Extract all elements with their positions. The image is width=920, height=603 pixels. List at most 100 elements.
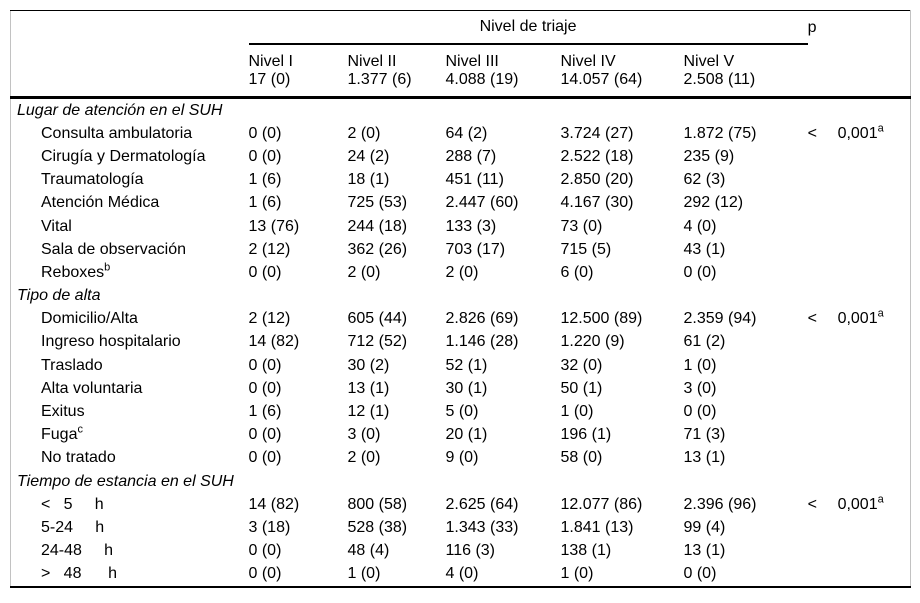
value-cell: 13 (1)	[347, 379, 390, 397]
value-cell: 0 (0)	[248, 449, 282, 467]
row-label-text: Cirugía y Dermatología	[41, 147, 206, 165]
value-cell: 451 (11)	[445, 171, 504, 189]
value-cell: 32 (0)	[560, 356, 603, 374]
data-row: < 5 h 14 (82) 800 (58) 2.625 (64) 12.077 (86…	[11, 493, 911, 516]
row-label-cell: Traumatología	[11, 169, 249, 192]
value-cell: 2.522 (18)	[560, 147, 634, 165]
value-cell: 3 (18)	[248, 518, 291, 536]
value-cell: 0 (0)	[248, 356, 282, 374]
level-column-header: Nivel IV 14.057 (64)	[560, 44, 684, 99]
p-sign-cell	[808, 354, 838, 377]
row-label-text: 5-24 h	[41, 518, 105, 536]
value-cell: 605 (44)	[347, 310, 408, 328]
section-title: Tipo de alta	[17, 287, 101, 305]
value-cell: 3.724 (27)	[560, 124, 634, 142]
value-cell: 62 (3)	[683, 171, 726, 189]
row-label-cell: Traslado	[11, 354, 249, 377]
p-sign-cell	[808, 424, 838, 447]
value-cell: 48 (4)	[347, 542, 390, 560]
value-cell: 133 (3)	[445, 217, 497, 235]
row-label-cell: Domicilio/Alta	[11, 308, 249, 331]
value-cell: 2.447 (60)	[445, 194, 519, 212]
value-cell: 2.625 (64)	[445, 495, 519, 513]
row-label-text: 24-48 h	[41, 542, 114, 560]
data-row: Exitus 1 (6) 12 (1) 5 (0) 1 (0) 0 (0)	[11, 400, 911, 423]
row-label-cell: < 5 h	[11, 493, 249, 516]
data-row: No tratado 0 (0) 2 (0) 9 (0) 58 (0) 13 (1)	[11, 447, 911, 470]
value-cell: 2 (0)	[347, 449, 381, 467]
value-cell: 52 (1)	[445, 356, 488, 374]
value-cell: 2 (12)	[248, 310, 291, 328]
row-label-cell: No tratado	[11, 447, 249, 470]
row-label-text: Domicilio/Alta	[41, 310, 138, 328]
value-cell: 288 (7)	[445, 147, 497, 165]
value-cell: 235 (9)	[683, 147, 735, 165]
level-total: 4.088 (19)	[445, 70, 519, 88]
value-cell: 703 (17)	[445, 240, 506, 258]
value-cell: 58 (0)	[560, 449, 603, 467]
p-sign-cell	[808, 192, 838, 215]
row-label-text: Sala de observación	[41, 240, 186, 258]
row-label-text: Consulta ambulatoria	[41, 124, 193, 142]
value-cell: 99 (4)	[683, 518, 726, 536]
footnote-marker: a	[877, 493, 884, 506]
level-column-header: Nivel I 17 (0)	[248, 44, 348, 99]
value-cell: 4 (0)	[445, 565, 479, 583]
p-sign-cell	[808, 377, 838, 400]
p-sign-cell	[808, 215, 838, 238]
value-cell: 12.500 (89)	[560, 310, 643, 328]
value-cell: 800 (58)	[347, 495, 408, 513]
value-cell: 0 (0)	[248, 379, 282, 397]
row-label-text: Traumatología	[41, 171, 144, 189]
value-cell: 0 (0)	[683, 263, 717, 281]
p-sign-cell	[808, 563, 838, 587]
data-row: Traumatología 1 (6) 18 (1) 451 (11) 2.850 (2…	[11, 169, 911, 192]
value-cell: 244 (18)	[347, 217, 408, 235]
row-label-text: Alta voluntaria	[41, 379, 143, 397]
value-cell: 2 (0)	[347, 124, 381, 142]
level-total: 1.377 (6)	[347, 70, 412, 88]
value-cell: 196 (1)	[560, 426, 612, 444]
value-cell: 24 (2)	[347, 147, 390, 165]
row-label-cell: Sala de observación	[11, 238, 249, 261]
group-header-cell: Nivel de triaje	[248, 10, 808, 45]
p-sign-cell: <	[807, 495, 817, 513]
row-label-cell: Vital	[11, 215, 249, 238]
row-label-cell: Consulta ambulatoria	[11, 122, 249, 145]
value-cell: 1 (6)	[248, 171, 282, 189]
value-cell: 2.396 (96)	[683, 495, 757, 513]
row-label-text: Ingreso hospitalario	[41, 333, 181, 351]
value-cell: 43 (1)	[683, 240, 726, 258]
section-title: Tiempo de estancia en el SUH	[17, 472, 234, 490]
row-label-text: No tratado	[41, 449, 116, 467]
value-cell: 2 (0)	[445, 263, 479, 281]
p-value-text: 0,001	[837, 124, 878, 142]
value-cell: 362 (26)	[347, 240, 408, 258]
value-cell: 138 (1)	[560, 542, 612, 560]
row-label-cell: Exitus	[11, 400, 249, 423]
p-value-cell	[838, 215, 911, 238]
data-row: Fugac 0 (0) 3 (0) 20 (1) 196 (1) 71 (3)	[11, 424, 911, 447]
row-label-cell: 5-24 h	[11, 516, 249, 539]
data-row: Vital 13 (76) 244 (18) 133 (3) 73 (0) 4 (0)	[11, 215, 911, 238]
value-cell: 14 (82)	[248, 495, 300, 513]
p-sign-cell	[808, 169, 838, 192]
data-row: Cirugía y Dermatología 0 (0) 24 (2) 288 (7)…	[11, 145, 911, 168]
value-cell: 1 (6)	[248, 403, 282, 421]
value-cell: 71 (3)	[683, 426, 726, 444]
value-cell: 12 (1)	[347, 403, 390, 421]
p-value-cell	[838, 424, 911, 447]
value-cell: 3 (0)	[683, 379, 717, 397]
data-row: Ingreso hospitalario 14 (82) 712 (52) 1.146…	[11, 331, 911, 354]
p-sign-cell	[808, 331, 838, 354]
stub-cell	[10, 44, 249, 99]
value-cell: 0 (0)	[248, 542, 282, 560]
p-value-text: 0,001	[837, 310, 878, 328]
footnote-marker: a	[877, 307, 884, 320]
level-column-header: Nivel II 1.377 (6)	[347, 44, 446, 99]
value-cell: 528 (38)	[347, 518, 408, 536]
row-label-text: Exitus	[41, 403, 85, 421]
value-cell: 2.826 (69)	[445, 310, 519, 328]
p-column-header: p	[807, 18, 817, 36]
